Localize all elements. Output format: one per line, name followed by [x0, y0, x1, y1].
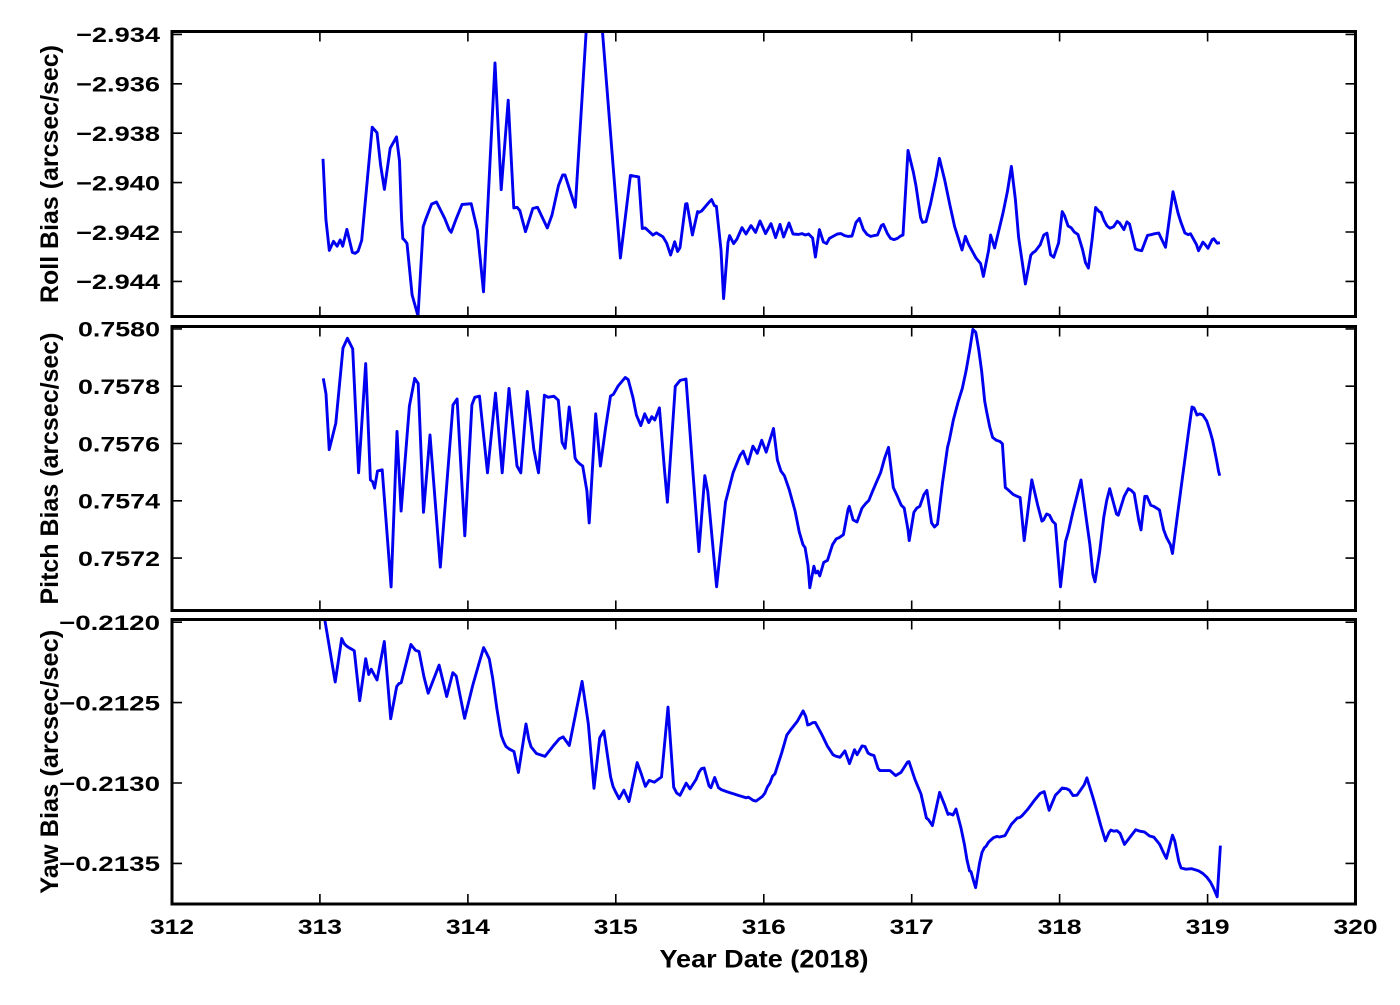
svg-text:312: 312 [150, 915, 194, 939]
svg-text:313: 313 [298, 915, 342, 939]
svg-text:−2.938: −2.938 [76, 122, 160, 146]
svg-text:−0.2130: −0.2130 [59, 772, 160, 796]
svg-text:317: 317 [890, 915, 934, 939]
svg-text:−2.936: −2.936 [76, 73, 160, 97]
svg-text:0.7578: 0.7578 [78, 375, 160, 399]
svg-text:−0.2125: −0.2125 [59, 691, 160, 715]
svg-text:−2.944: −2.944 [76, 270, 160, 294]
svg-text:Year Date (2018): Year Date (2018) [660, 946, 869, 974]
svg-text:318: 318 [1038, 915, 1082, 939]
svg-text:314: 314 [446, 915, 490, 939]
svg-text:0.7574: 0.7574 [78, 490, 160, 514]
svg-text:−0.2120: −0.2120 [59, 611, 160, 635]
svg-text:320: 320 [1334, 915, 1378, 939]
svg-text:0.7580: 0.7580 [78, 318, 160, 342]
svg-text:Pitch Bias (arcsec/sec): Pitch Bias (arcsec/sec) [36, 333, 64, 605]
svg-text:−2.940: −2.940 [76, 171, 160, 195]
svg-text:319: 319 [1186, 915, 1230, 939]
svg-text:−2.942: −2.942 [76, 221, 160, 245]
svg-text:0.7576: 0.7576 [78, 432, 160, 456]
svg-text:−0.2135: −0.2135 [59, 852, 160, 876]
svg-text:Yaw Bias (arcsec/sec): Yaw Bias (arcsec/sec) [36, 630, 64, 894]
svg-text:−2.934: −2.934 [76, 23, 160, 47]
svg-text:Roll Bias (arcsec/sec): Roll Bias (arcsec/sec) [36, 45, 64, 303]
svg-text:315: 315 [594, 915, 638, 939]
svg-text:316: 316 [742, 915, 786, 939]
svg-text:0.7572: 0.7572 [78, 547, 160, 571]
